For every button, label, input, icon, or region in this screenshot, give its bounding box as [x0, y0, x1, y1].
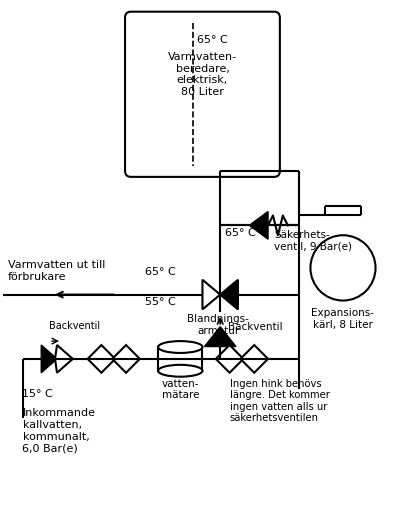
Text: Varmvatten ut till
förbrukare: Varmvatten ut till förbrukare	[8, 260, 105, 282]
Text: Blandnings-
armatur: Blandnings- armatur	[187, 314, 249, 336]
Bar	[158, 347, 202, 371]
Text: 65° C: 65° C	[145, 267, 176, 277]
Polygon shape	[249, 212, 268, 239]
Ellipse shape	[158, 365, 202, 376]
Polygon shape	[202, 280, 220, 310]
Text: Säkerhets-
ventil, 9 Bar(e): Säkerhets- ventil, 9 Bar(e)	[274, 230, 352, 252]
Text: Ingen hink behövs
längre. Det kommer
ingen vatten alls ur
säkerhetsventilen: Ingen hink behövs längre. Det kommer ing…	[230, 379, 330, 423]
Polygon shape	[112, 345, 140, 373]
Polygon shape	[216, 345, 243, 373]
Text: Inkommande
kallvatten,
kommunalt,
6,0 Bar(e): Inkommande kallvatten, kommunalt, 6,0 Ba…	[22, 408, 96, 453]
Text: Backventil: Backventil	[228, 322, 283, 332]
Text: Backventil: Backventil	[49, 321, 100, 331]
Text: 55° C: 55° C	[145, 297, 176, 306]
Text: 65° C: 65° C	[225, 228, 256, 238]
Polygon shape	[220, 280, 238, 310]
Polygon shape	[240, 345, 268, 373]
Ellipse shape	[158, 341, 202, 353]
Polygon shape	[204, 327, 236, 347]
Polygon shape	[88, 345, 115, 373]
FancyBboxPatch shape	[125, 12, 280, 177]
Text: vatten-
mätare: vatten- mätare	[162, 379, 199, 400]
Text: Varmvatten-
beredare,
elektrisk,
80 Liter: Varmvatten- beredare, elektrisk, 80 Lite…	[168, 52, 237, 97]
Polygon shape	[41, 345, 57, 373]
Text: Expansions-
kärl, 8 Liter: Expansions- kärl, 8 Liter	[312, 308, 374, 330]
Polygon shape	[55, 345, 73, 373]
Text: 65° C: 65° C	[197, 36, 228, 45]
Text: 15° C: 15° C	[22, 389, 53, 399]
